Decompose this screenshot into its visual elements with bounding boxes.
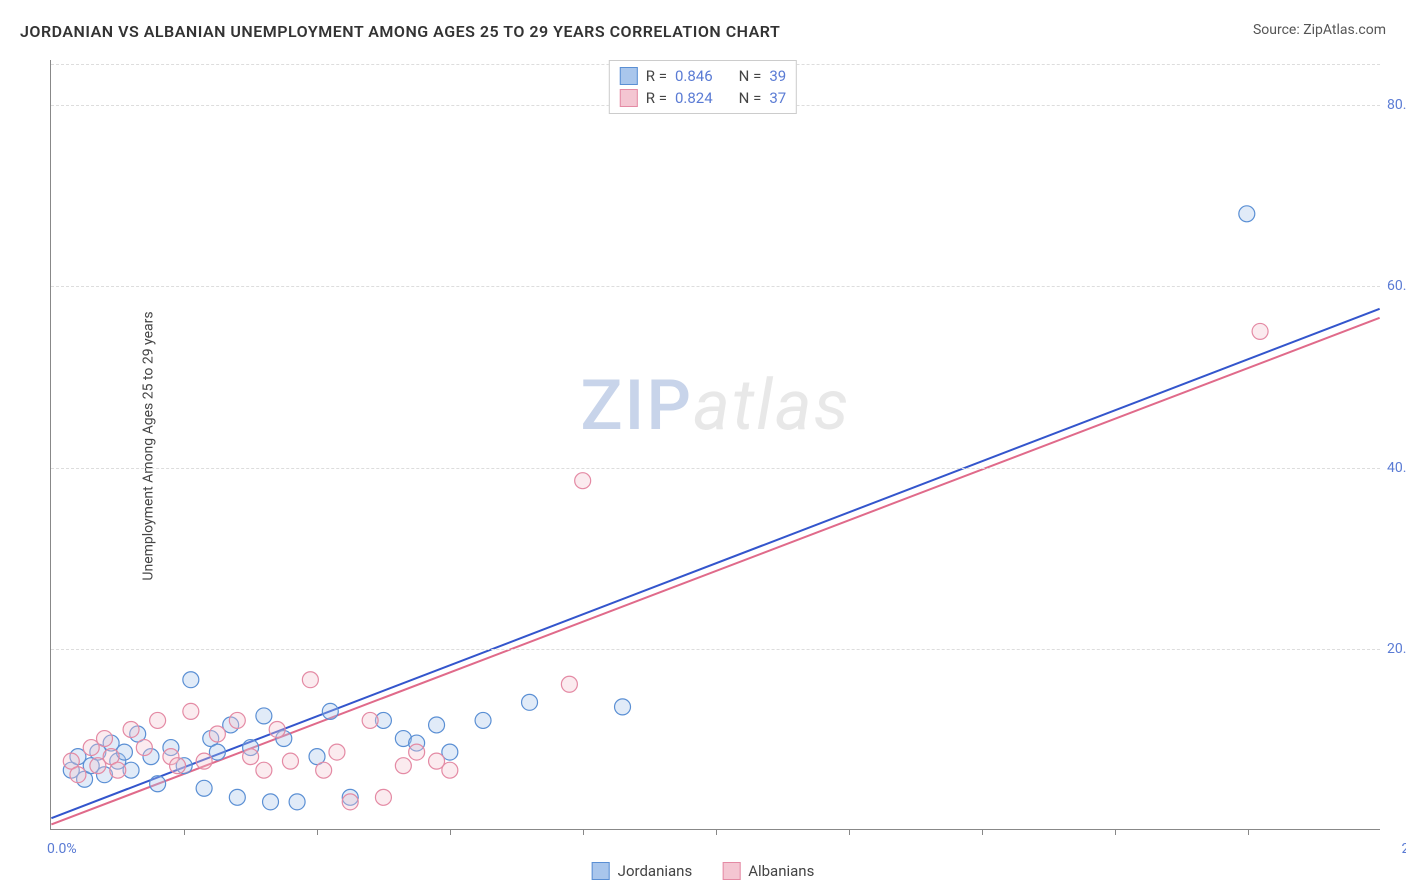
data-point-jordanians — [263, 794, 279, 810]
data-point-albanians — [183, 703, 199, 719]
data-point-albanians — [329, 744, 345, 760]
n-label: N = — [739, 89, 762, 107]
legend-swatch — [722, 862, 740, 880]
data-point-albanians — [316, 762, 332, 778]
swatch-jordanians — [620, 67, 638, 85]
gridline — [51, 286, 1380, 287]
data-point-albanians — [110, 762, 126, 778]
x-tick-mark — [716, 829, 717, 835]
data-point-jordanians — [475, 712, 491, 728]
stats-legend: R = 0.846 N = 39 R = 0.824 N = 37 — [609, 60, 797, 114]
source-name: ZipAtlas.com — [1303, 22, 1386, 38]
legend-label: Jordanians — [618, 862, 693, 880]
y-tick-label: 60.0% — [1387, 278, 1406, 294]
data-point-albanians — [269, 721, 285, 737]
r-label: R = — [646, 67, 667, 85]
x-tick-mark — [849, 829, 850, 835]
x-tick-label: 0.0% — [47, 841, 77, 857]
data-point-albanians — [1252, 323, 1268, 339]
data-point-jordanians — [522, 694, 538, 710]
data-point-albanians — [243, 749, 259, 765]
data-point-albanians — [150, 712, 166, 728]
data-point-albanians — [256, 762, 272, 778]
data-point-jordanians — [322, 703, 338, 719]
chart-container: JORDANIAN VS ALBANIAN UNEMPLOYMENT AMONG… — [0, 0, 1406, 892]
data-point-albanians — [196, 753, 212, 769]
data-point-jordanians — [429, 717, 445, 733]
legend-item: Jordanians — [592, 862, 693, 880]
data-point-albanians — [170, 758, 186, 774]
data-point-albanians — [97, 731, 113, 747]
r-label: R = — [646, 89, 667, 107]
n-value: 39 — [769, 67, 786, 85]
data-point-albanians — [229, 712, 245, 728]
legend-label: Albanians — [748, 862, 814, 880]
x-tick-mark — [1115, 829, 1116, 835]
data-point-albanians — [302, 672, 318, 688]
gridline — [51, 649, 1380, 650]
y-tick-label: 20.0% — [1387, 641, 1406, 657]
x-tick-mark — [1248, 829, 1249, 835]
x-tick-mark — [184, 829, 185, 835]
data-point-albanians — [395, 758, 411, 774]
r-value: 0.846 — [675, 67, 713, 85]
x-tick-mark — [583, 829, 584, 835]
x-tick-mark — [317, 829, 318, 835]
data-point-albanians — [561, 676, 577, 692]
data-point-albanians — [342, 794, 358, 810]
data-point-albanians — [575, 473, 591, 489]
plot-svg — [51, 60, 1380, 829]
data-point-jordanians — [615, 699, 631, 715]
r-value: 0.824 — [675, 89, 713, 107]
swatch-albanians — [620, 89, 638, 107]
legend-swatch — [592, 862, 610, 880]
data-point-jordanians — [256, 708, 272, 724]
data-point-albanians — [362, 712, 378, 728]
data-point-jordanians — [196, 780, 212, 796]
bottom-legend: Jordanians Albanians — [592, 862, 815, 880]
data-point-jordanians — [183, 672, 199, 688]
legend-item: Albanians — [722, 862, 814, 880]
data-point-albanians — [136, 740, 152, 756]
stats-row-albanians: R = 0.824 N = 37 — [620, 87, 786, 109]
gridline — [51, 468, 1380, 469]
data-point-albanians — [375, 789, 391, 805]
x-tick-mark — [450, 829, 451, 835]
data-point-albanians — [409, 744, 425, 760]
y-tick-label: 40.0% — [1387, 460, 1406, 476]
data-point-albanians — [442, 762, 458, 778]
data-point-jordanians — [289, 794, 305, 810]
data-point-jordanians — [150, 776, 166, 792]
x-tick-mark — [982, 829, 983, 835]
y-tick-label: 80.0% — [1387, 97, 1406, 113]
x-tick-label: 20.0% — [1401, 841, 1406, 857]
data-point-albanians — [282, 753, 298, 769]
data-point-albanians — [70, 767, 86, 783]
data-point-albanians — [209, 726, 225, 742]
stats-row-jordanians: R = 0.846 N = 39 — [620, 65, 786, 87]
data-point-jordanians — [229, 789, 245, 805]
n-label: N = — [739, 67, 762, 85]
chart-title: JORDANIAN VS ALBANIAN UNEMPLOYMENT AMONG… — [20, 22, 780, 41]
source-prefix: Source: — [1253, 22, 1303, 38]
n-value: 37 — [769, 89, 786, 107]
plot-area: ZIPatlas 20.0%40.0%60.0%80.0%0.0%20.0% — [50, 60, 1380, 830]
data-point-albanians — [123, 721, 139, 737]
source-line: Source: ZipAtlas.com — [1253, 22, 1386, 38]
data-point-jordanians — [1239, 206, 1255, 222]
